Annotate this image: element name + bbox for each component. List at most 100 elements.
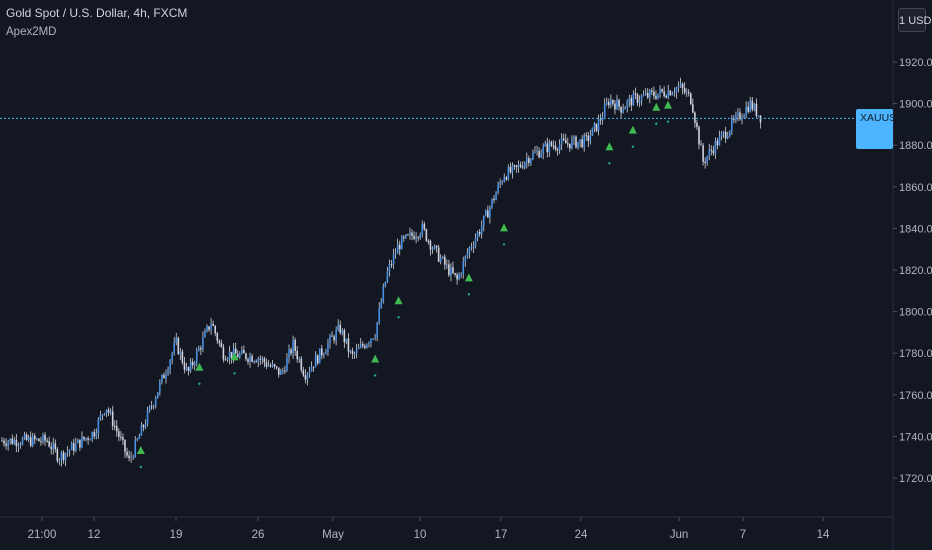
candle-body	[230, 351, 233, 359]
price-tick-label: 1720.00	[899, 473, 932, 485]
candle-body	[163, 374, 165, 379]
candle-body	[394, 253, 397, 255]
candle-body	[83, 436, 85, 440]
candle-body	[316, 355, 319, 364]
candle-body	[724, 131, 727, 139]
candle-body	[218, 340, 221, 343]
candle-body	[44, 434, 46, 441]
candle-body	[581, 139, 583, 148]
buy-signal-arrow	[230, 352, 239, 361]
candle-body	[70, 443, 73, 450]
candle-body	[704, 161, 706, 163]
time-tick-label: 17	[495, 529, 508, 541]
candle-body	[195, 350, 198, 364]
candle-body	[733, 119, 735, 121]
candle-body	[476, 232, 479, 239]
candle-body	[429, 241, 432, 250]
candle-body	[472, 245, 475, 248]
candle-body	[505, 177, 508, 180]
price-tick-label: 1860.00	[899, 182, 932, 194]
candle-body	[101, 414, 104, 416]
candle-body	[435, 245, 438, 248]
candle-body	[388, 264, 391, 272]
candle-body	[450, 267, 452, 276]
candle-body	[556, 149, 559, 151]
candle-body	[614, 103, 616, 110]
candle-body	[109, 411, 112, 413]
candle-body	[638, 100, 641, 103]
candle-body	[27, 437, 30, 440]
candle-body	[743, 115, 745, 118]
candle-body	[241, 349, 243, 354]
price-tick-label: 1820.00	[899, 265, 932, 277]
time-tick-label: 19	[170, 529, 183, 541]
candle-body	[333, 336, 335, 341]
candle-body	[587, 135, 590, 141]
candle-body	[382, 286, 385, 303]
candle-body	[267, 365, 270, 367]
signal-dot	[198, 382, 201, 385]
candle-body	[103, 413, 106, 415]
candle-body	[206, 326, 208, 332]
candle-body	[335, 330, 337, 341]
candle-body	[530, 158, 532, 164]
candle-body	[364, 345, 366, 348]
candle-body	[72, 443, 75, 451]
candle-body	[144, 424, 147, 428]
indicator-label[interactable]: Apex2MD	[6, 26, 57, 38]
candle-body	[308, 371, 311, 374]
signal-dot	[502, 243, 506, 246]
candle-body	[470, 247, 473, 249]
candle-body	[540, 153, 542, 158]
candle-body	[386, 271, 389, 282]
candle-body	[81, 436, 83, 448]
candle-body	[124, 439, 126, 452]
time-tick-label: 26	[252, 529, 265, 541]
candle-body	[286, 357, 288, 372]
candle-body	[722, 131, 725, 134]
candle-body	[452, 267, 454, 274]
candle-body	[575, 136, 577, 148]
candle-body	[193, 363, 196, 366]
candle-body	[50, 446, 52, 450]
candle-body	[189, 361, 192, 372]
candle-body	[85, 438, 87, 440]
candle-body	[444, 256, 446, 265]
candle-body	[183, 362, 186, 370]
candle-body	[247, 359, 249, 362]
candle-body	[353, 353, 356, 355]
bar-countdown: 00:08	[898, 129, 925, 141]
candle-body	[536, 150, 538, 152]
candle-body	[651, 90, 653, 92]
candle-body	[214, 325, 216, 334]
candle-body	[597, 119, 600, 132]
candle-body	[232, 348, 235, 359]
candle-body	[3, 440, 5, 444]
buy-signal-arrow	[394, 296, 403, 305]
candle-body	[595, 123, 598, 132]
buy-signal-arrow	[500, 223, 508, 232]
candle-body	[632, 93, 635, 106]
currency-scale-button[interactable]: 1 USD	[898, 8, 931, 32]
candle-body	[222, 347, 225, 360]
candle-body	[113, 426, 116, 428]
last-price-symbol: XAUUSD	[860, 112, 904, 124]
time-tick-label: Jun	[670, 529, 689, 541]
candle-body	[564, 139, 567, 144]
candle-body	[755, 103, 758, 116]
candle-body	[437, 247, 440, 262]
candle-body	[694, 112, 696, 123]
candle-body	[198, 348, 200, 351]
candle-body	[544, 143, 547, 147]
candle-body	[134, 440, 137, 457]
candle-body	[323, 354, 325, 356]
candle-body	[362, 344, 364, 346]
candle-body	[77, 439, 79, 444]
candle-body	[745, 106, 747, 116]
time-tick-label: 10	[414, 529, 427, 541]
candle-body	[501, 181, 503, 183]
candle-body	[642, 94, 645, 96]
candle-body	[741, 117, 743, 120]
candle-body	[667, 90, 670, 98]
